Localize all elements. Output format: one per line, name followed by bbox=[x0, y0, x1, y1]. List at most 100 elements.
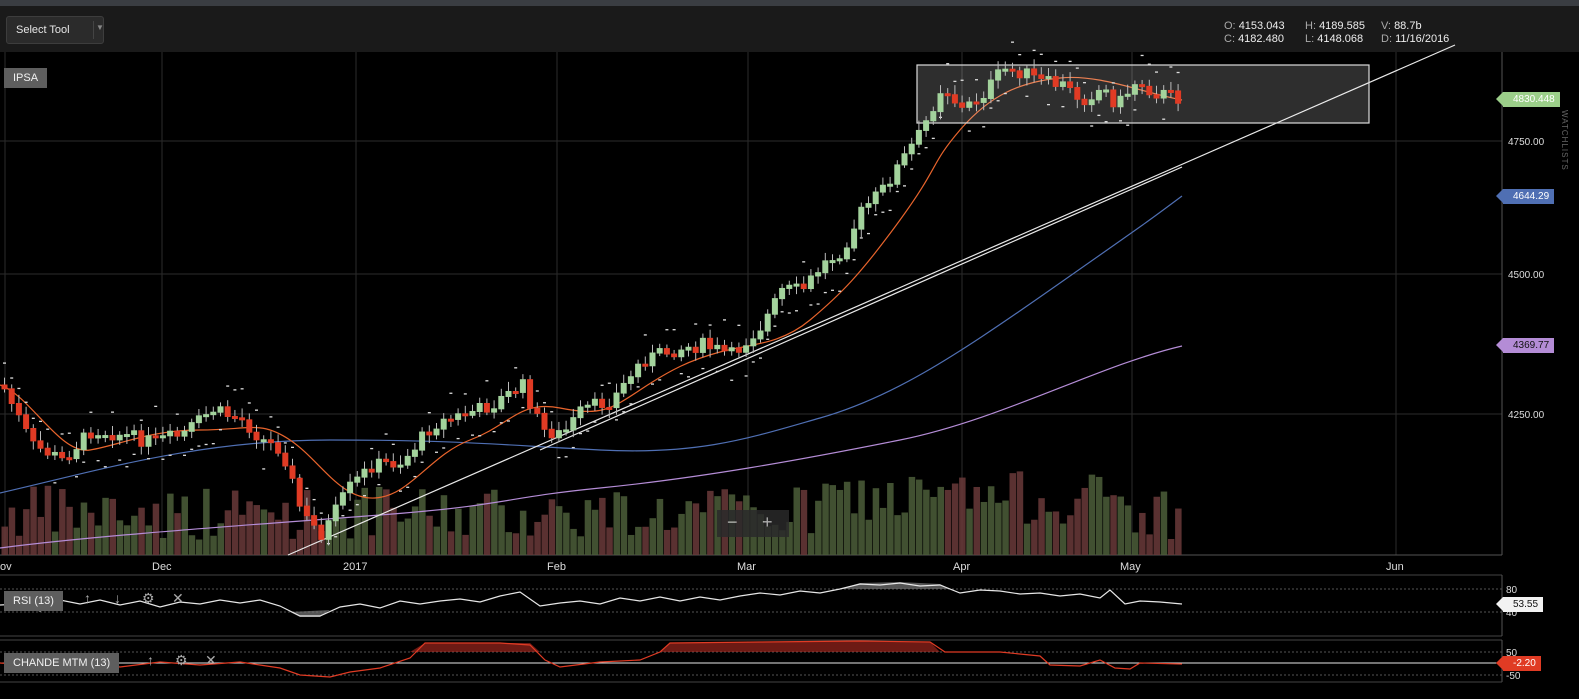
sar-dot bbox=[636, 386, 640, 388]
volume-bar bbox=[923, 489, 930, 555]
volume-bar bbox=[1067, 515, 1074, 555]
sar-dot bbox=[996, 100, 1000, 102]
sar-dot bbox=[564, 456, 568, 458]
candle-body bbox=[95, 435, 102, 439]
volume-bar bbox=[224, 510, 232, 555]
candle-body bbox=[951, 94, 958, 104]
volume-bar bbox=[30, 486, 37, 555]
volume-bar bbox=[534, 521, 541, 555]
candle-body bbox=[800, 283, 807, 290]
candle-body bbox=[685, 346, 692, 351]
sar-dot bbox=[1111, 82, 1115, 84]
sar-dot bbox=[759, 357, 762, 359]
chande-level-minus50-label: -50 bbox=[1506, 671, 1521, 682]
sar-dot bbox=[507, 420, 510, 422]
open-value: 4153.043 bbox=[1238, 20, 1285, 32]
candle-body bbox=[1081, 98, 1088, 106]
watchlists-side-tab[interactable]: WATCHLISTS bbox=[1560, 110, 1569, 171]
sar-dot bbox=[17, 387, 21, 390]
sar-dot bbox=[852, 259, 856, 261]
zoom-in-button[interactable]: + bbox=[762, 512, 773, 532]
sar-dot bbox=[355, 504, 359, 506]
volume-bar bbox=[692, 503, 700, 555]
sar-dot bbox=[240, 388, 244, 390]
candle-body bbox=[123, 434, 130, 438]
sar-dot bbox=[823, 291, 827, 294]
volume-bar bbox=[167, 493, 174, 555]
candle-body bbox=[483, 403, 490, 413]
sar-dot bbox=[838, 290, 842, 292]
gear-icon[interactable]: ⚙ bbox=[142, 590, 155, 606]
candle-body bbox=[908, 143, 915, 155]
candle-body bbox=[606, 406, 613, 410]
candle-body bbox=[563, 429, 570, 433]
candle-body bbox=[469, 410, 476, 416]
candle-body bbox=[260, 439, 267, 443]
sar-dot bbox=[435, 451, 438, 453]
volume-bar bbox=[577, 536, 584, 555]
volume-bar bbox=[815, 500, 822, 555]
high-value: 4189.585 bbox=[1319, 20, 1365, 32]
volume-bar bbox=[699, 512, 707, 555]
candle-body bbox=[1088, 99, 1095, 106]
candle-body bbox=[779, 287, 786, 300]
move-down-icon[interactable]: ↓ bbox=[114, 590, 121, 606]
gear-icon[interactable]: ⚙ bbox=[175, 652, 188, 668]
sar-dot bbox=[665, 329, 669, 331]
candle-body bbox=[51, 451, 58, 456]
volume-bar bbox=[995, 502, 1002, 555]
zoom-out-button[interactable]: − bbox=[727, 512, 738, 532]
sar-dot bbox=[190, 448, 194, 450]
volume-bar bbox=[339, 518, 347, 555]
volume-bar bbox=[872, 488, 880, 555]
volume-bar bbox=[879, 507, 887, 555]
sar-dot bbox=[1097, 114, 1101, 116]
sar-dot bbox=[1126, 124, 1130, 126]
volume-bars bbox=[1, 471, 1182, 555]
candle-body bbox=[426, 431, 433, 436]
volume-bar bbox=[354, 499, 361, 555]
volume-bar bbox=[505, 532, 512, 555]
volume-bar bbox=[159, 537, 167, 555]
close-icon[interactable]: ✕ bbox=[205, 652, 217, 668]
sar-dot bbox=[305, 487, 309, 489]
volume-bar bbox=[188, 535, 196, 555]
volume-bar bbox=[433, 526, 440, 555]
trend-line-upper[interactable] bbox=[287, 44, 1456, 556]
volume-bar bbox=[44, 485, 52, 555]
move-up-icon[interactable]: ↑ bbox=[84, 590, 91, 606]
candle-body bbox=[627, 376, 634, 384]
price-axis-label: 4500.00 bbox=[1508, 270, 1545, 281]
symbol-label[interactable]: IPSA bbox=[4, 68, 48, 88]
volume-bar bbox=[1088, 474, 1096, 555]
chevron-down-icon[interactable]: ▼ bbox=[96, 23, 104, 32]
range-rectangle-drawing[interactable] bbox=[916, 64, 1370, 124]
volume-bar bbox=[865, 519, 872, 555]
rsi-indicator-label[interactable]: RSI (13) bbox=[4, 591, 63, 611]
chande-indicator-label[interactable]: CHANDE MTM (13) bbox=[4, 653, 120, 673]
candle-body bbox=[217, 406, 224, 413]
zoom-control: − + bbox=[717, 510, 789, 537]
select-tool-dropdown[interactable]: Select Tool ▼ bbox=[6, 16, 104, 44]
ma-mid-value: 4644.29 bbox=[1513, 191, 1550, 202]
volume-bar bbox=[102, 497, 109, 555]
volume-bar bbox=[973, 486, 980, 555]
candle-body bbox=[505, 391, 512, 397]
trend-line-lower[interactable] bbox=[539, 166, 1183, 451]
sar-dot bbox=[247, 402, 251, 404]
chande-positive-fill-1 bbox=[410, 643, 540, 652]
candle-body bbox=[253, 431, 260, 441]
volume-bar bbox=[66, 506, 73, 555]
ma-long-line bbox=[0, 345, 1183, 549]
price-axis-label: 4250.00 bbox=[1508, 410, 1545, 421]
candle-body bbox=[707, 337, 714, 350]
close-icon[interactable]: ✕ bbox=[172, 590, 184, 606]
sar-dot bbox=[420, 461, 424, 463]
candle-body bbox=[1, 384, 8, 390]
move-up-icon[interactable]: ↑ bbox=[147, 652, 154, 668]
candle-body bbox=[397, 464, 404, 468]
volume-bar bbox=[599, 497, 606, 555]
sar-dot bbox=[629, 403, 633, 405]
sar-dot bbox=[910, 168, 914, 170]
